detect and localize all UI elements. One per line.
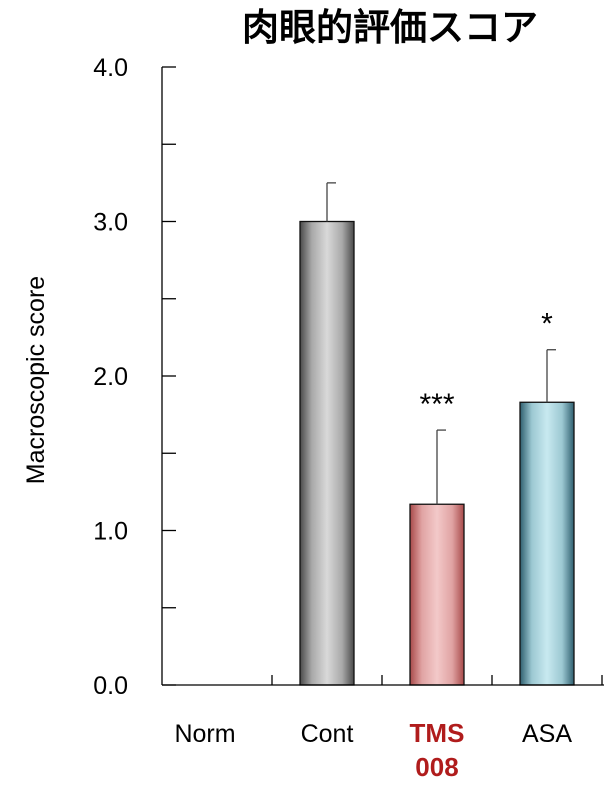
bars-layer xyxy=(299,182,575,686)
bar-asa xyxy=(519,401,575,686)
axes-layer xyxy=(161,66,604,686)
x-tick-label: TMS xyxy=(410,718,465,748)
y-axis-label: Macroscopic score xyxy=(22,276,50,484)
x-tick-label: Norm xyxy=(174,720,235,748)
bar-tms-008 xyxy=(409,503,465,686)
x-tick-label: ASA xyxy=(522,720,572,748)
y-tick-label: 2.0 xyxy=(93,363,128,391)
y-tick-label: 1.0 xyxy=(93,518,128,546)
y-tick-label: 3.0 xyxy=(93,209,128,237)
chart-title: 肉眼的評価スコア xyxy=(242,6,538,49)
x-tick-label: 008 xyxy=(415,752,458,782)
significance-marker-tms-008: *** xyxy=(419,388,454,421)
x-tick-label: Cont xyxy=(301,720,354,748)
bar-cont xyxy=(299,220,355,686)
y-tick-label: 0.0 xyxy=(93,672,128,700)
significance-marker-asa: * xyxy=(541,308,553,341)
y-tick-label: 4.0 xyxy=(93,54,128,82)
